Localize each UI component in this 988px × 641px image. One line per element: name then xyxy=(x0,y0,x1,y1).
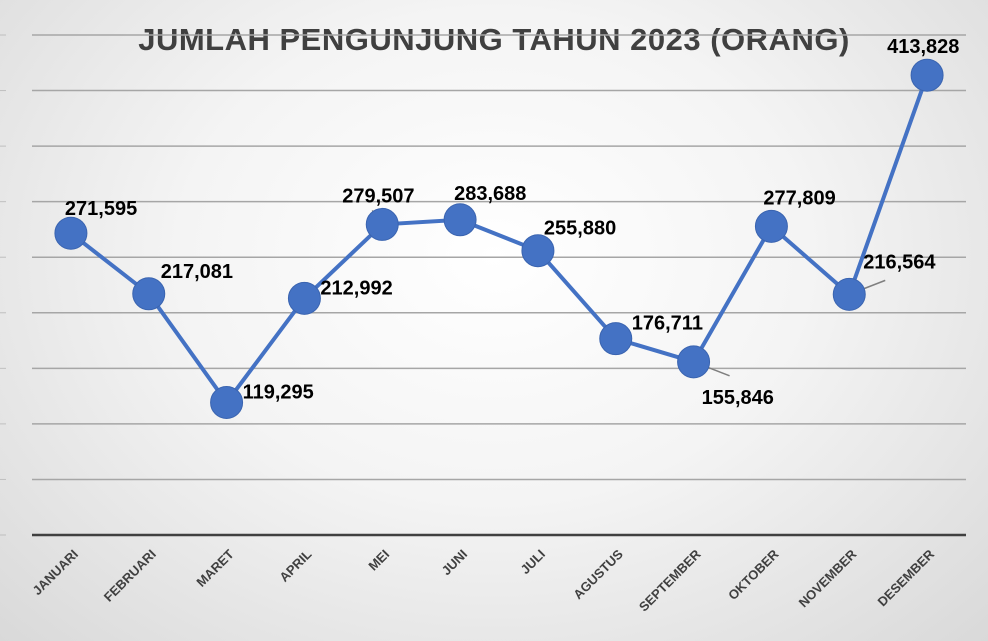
x-tick-label: JUNI xyxy=(439,547,471,579)
chart-title: JUMLAH PENGUNJUNG TAHUN 2023 (ORANG) xyxy=(138,22,850,57)
data-label: 279,507 xyxy=(342,185,414,207)
data-label: 255,880 xyxy=(544,218,616,240)
data-label: 283,688 xyxy=(454,183,526,205)
x-tick-label: DESEMBER xyxy=(874,546,937,609)
data-label: 217,081 xyxy=(161,261,233,283)
data-point xyxy=(677,345,711,379)
data-label: 119,295 xyxy=(243,381,314,403)
data-point xyxy=(599,322,633,356)
x-tick-label: SEPTEMBER xyxy=(636,546,704,614)
data-point xyxy=(132,277,166,311)
data-point xyxy=(910,58,944,92)
data-label: 413,828 xyxy=(887,36,959,58)
x-tick-label: AGUSTUS xyxy=(570,546,626,602)
series-line xyxy=(69,74,929,405)
data-point xyxy=(287,281,321,315)
x-tick-label: MEI xyxy=(365,547,392,574)
data-label: 277,809 xyxy=(763,187,835,209)
x-tick-label: MARET xyxy=(193,546,236,589)
x-tick-label: APRIL xyxy=(276,546,314,584)
x-tick-label: JULI xyxy=(518,547,549,578)
x-tick-label: FEBRUARI xyxy=(101,547,159,605)
data-label: 176,711 xyxy=(632,313,703,335)
data-point xyxy=(754,209,788,243)
data-point xyxy=(443,203,477,237)
data-point xyxy=(210,385,244,419)
x-tick-label: JANUARI xyxy=(30,547,81,598)
data-label: 271,595 xyxy=(65,198,137,220)
x-tick-label: NOVEMBER xyxy=(796,546,860,610)
data-label: 212,992 xyxy=(320,277,392,299)
data-point xyxy=(832,277,866,311)
data-point xyxy=(521,234,555,268)
data-label: 216,564 xyxy=(863,251,936,273)
data-point xyxy=(54,216,88,250)
data-label: 155,846 xyxy=(702,387,774,409)
data-point xyxy=(365,207,399,241)
x-tick-label: OKTOBER xyxy=(725,546,782,603)
